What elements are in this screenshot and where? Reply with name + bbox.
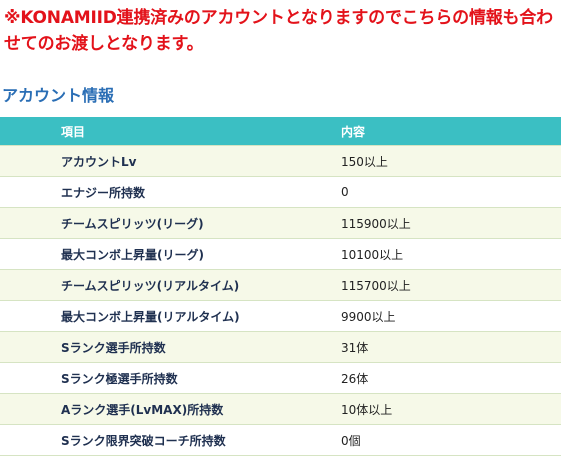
- header-item: 項目: [0, 117, 341, 146]
- row-value: 0個: [341, 424, 561, 456]
- table-row: チームスピリッツ(リアルタイム) 115700以上: [0, 269, 561, 301]
- table-row: Aランク選手(LvMAX)所持数 10体以上: [0, 393, 561, 425]
- table-row: 最大コンボ上昇量(リーグ) 10100以上: [0, 238, 561, 270]
- table-row: アカウントLv 150以上: [0, 145, 561, 177]
- account-info-table: 項目 内容 アカウントLv 150以上 エナジー所持数 0 チームスピリッツ(リ…: [0, 117, 561, 456]
- row-item: Sランク極選手所持数: [0, 362, 341, 394]
- table-row: エナジー所持数 0: [0, 176, 561, 208]
- row-value: 9900以上: [341, 300, 561, 332]
- table-row: 最大コンボ上昇量(リアルタイム) 9900以上: [0, 300, 561, 332]
- row-item: エナジー所持数: [0, 176, 341, 208]
- row-item: アカウントLv: [0, 145, 341, 177]
- row-value: 115900以上: [341, 207, 561, 239]
- row-item: Sランク限界突破コーチ所持数: [0, 424, 341, 456]
- row-value: 10100以上: [341, 238, 561, 270]
- table-header-row: 項目 内容: [0, 117, 561, 146]
- row-item: チームスピリッツ(リーグ): [0, 207, 341, 239]
- row-value: 0: [341, 176, 561, 208]
- row-item: Aランク選手(LvMAX)所持数: [0, 393, 341, 425]
- table-row: チームスピリッツ(リーグ) 115900以上: [0, 207, 561, 239]
- notice-text: ※KONAMIID連携済みのアカウントとなりますのでこちらの情報も合わせてのお渡…: [4, 8, 553, 54]
- row-item: チームスピリッツ(リアルタイム): [0, 269, 341, 301]
- row-item: Sランク選手所持数: [0, 331, 341, 363]
- header-value: 内容: [341, 117, 561, 146]
- row-value: 115700以上: [341, 269, 561, 301]
- table-row: Sランク極選手所持数 26体: [0, 362, 561, 394]
- row-item: 最大コンボ上昇量(リーグ): [0, 238, 341, 270]
- row-item: 最大コンボ上昇量(リアルタイム): [0, 300, 341, 332]
- row-value: 26体: [341, 362, 561, 394]
- row-value: 150以上: [341, 145, 561, 177]
- row-value: 31体: [341, 331, 561, 363]
- table-row: Sランク選手所持数 31体: [0, 331, 561, 363]
- row-value: 10体以上: [341, 393, 561, 425]
- table-row: Sランク限界突破コーチ所持数 0個: [0, 424, 561, 456]
- section-title: アカウント情報: [2, 86, 115, 105]
